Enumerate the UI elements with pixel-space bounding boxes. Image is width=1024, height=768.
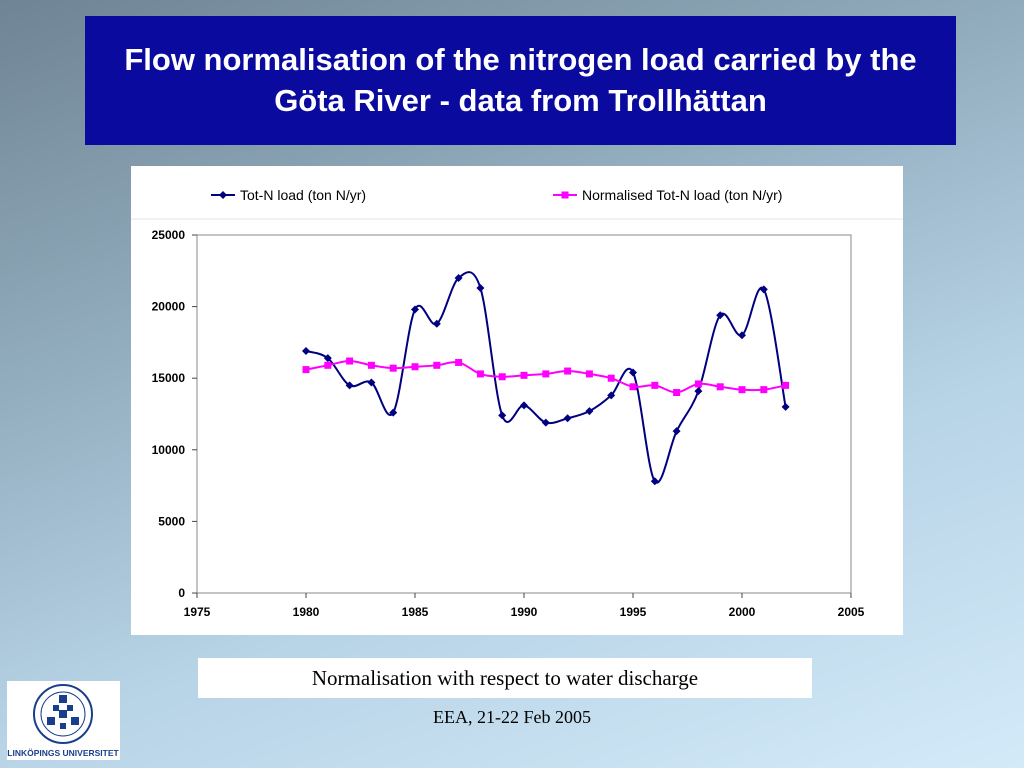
series-2-point xyxy=(738,386,746,394)
series-2-point xyxy=(346,357,354,365)
series-1-point xyxy=(520,401,528,410)
series-1-point xyxy=(345,381,354,390)
caption-text: Normalisation with respect to water disc… xyxy=(311,665,699,690)
y-tick-label: 10000 xyxy=(152,443,186,457)
series-1-point xyxy=(759,285,768,294)
series-2-point xyxy=(389,364,397,372)
series-1-point xyxy=(541,418,550,427)
series-2-point xyxy=(455,358,463,366)
line-chart: 0 5000 10000 15000 20000 25000 1975 1980 1985 199… xyxy=(131,187,903,619)
linkoping-seal-icon: LINKÖPINGS UNIVERSITET xyxy=(7,684,120,758)
legend-label-1: Tot-N load (ton N/yr) xyxy=(240,187,366,203)
title-banner: Flow normalisation of the nitrogen load … xyxy=(85,16,956,145)
series-2-point xyxy=(324,361,332,369)
series-2-point xyxy=(629,383,637,391)
plot-frame xyxy=(196,234,852,594)
y-tick-label: 20000 xyxy=(152,300,186,314)
series-1-point xyxy=(389,408,398,417)
series-1-point xyxy=(367,378,376,387)
legend-label-2: Normalised Tot-N load (ton N/yr) xyxy=(582,187,782,203)
series-2-point xyxy=(302,366,310,374)
series-2-point xyxy=(367,361,375,369)
series-2-point xyxy=(498,373,506,381)
legend-marker-2 xyxy=(561,191,569,199)
footer-text: EEA, 21-22 Feb 2005 xyxy=(433,707,591,727)
series-1-point xyxy=(476,283,485,292)
series-2-point xyxy=(520,371,528,379)
series-2-point xyxy=(716,383,724,391)
y-tick-label: 25000 xyxy=(152,228,186,242)
series-2-point xyxy=(433,361,441,369)
series-2-point xyxy=(694,380,702,388)
series-1-point xyxy=(323,354,332,363)
y-tick-label: 5000 xyxy=(158,514,185,528)
series-2-point xyxy=(673,389,681,397)
series-2-point xyxy=(542,370,550,378)
series-2-point xyxy=(782,381,790,389)
series-2-point xyxy=(651,381,659,389)
series-1-point xyxy=(738,331,746,340)
series-1-point xyxy=(302,346,310,355)
series-1-point xyxy=(454,273,463,282)
chart-panel: 0 5000 10000 15000 20000 25000 1975 1980 1985 199… xyxy=(131,166,903,635)
x-tick-label: 2000 xyxy=(729,605,756,619)
x-tick-label: 1985 xyxy=(402,605,429,619)
series-1-point xyxy=(629,368,637,377)
x-tick-label: 1975 xyxy=(184,605,211,619)
series-1-point xyxy=(607,391,616,400)
series-2-point xyxy=(607,374,615,382)
x-tick-label: 1990 xyxy=(511,605,538,619)
series-1-point xyxy=(694,387,703,396)
x-tick-label: 1980 xyxy=(293,605,320,619)
series-1-point xyxy=(498,411,507,420)
series-1-point xyxy=(650,477,659,486)
y-tick-label: 0 xyxy=(178,586,185,600)
university-logo: LINKÖPINGS UNIVERSITET xyxy=(7,681,120,760)
series-2-point xyxy=(564,367,572,375)
series-1-point xyxy=(672,427,681,436)
x-tick-label: 1995 xyxy=(620,605,647,619)
x-tick-label: 2005 xyxy=(838,605,865,619)
svg-text:LINKÖPINGS UNIVERSITET: LINKÖPINGS UNIVERSITET xyxy=(7,748,119,758)
series-1-point xyxy=(716,311,725,320)
legend-marker-1 xyxy=(219,191,227,199)
series-2-point xyxy=(411,363,419,371)
slide-title: Flow normalisation of the nitrogen load … xyxy=(124,42,917,118)
y-tick-label: 15000 xyxy=(152,371,186,385)
series-1-point xyxy=(563,414,572,423)
series-2-point xyxy=(585,370,593,378)
series-1-point xyxy=(411,305,419,314)
series-2-point xyxy=(760,386,768,394)
series-1-point xyxy=(432,319,441,328)
series-2-point xyxy=(476,370,484,378)
series-1-point xyxy=(781,402,790,411)
series-1-point xyxy=(585,407,594,416)
caption-box: Normalisation with respect to water disc… xyxy=(198,658,812,698)
